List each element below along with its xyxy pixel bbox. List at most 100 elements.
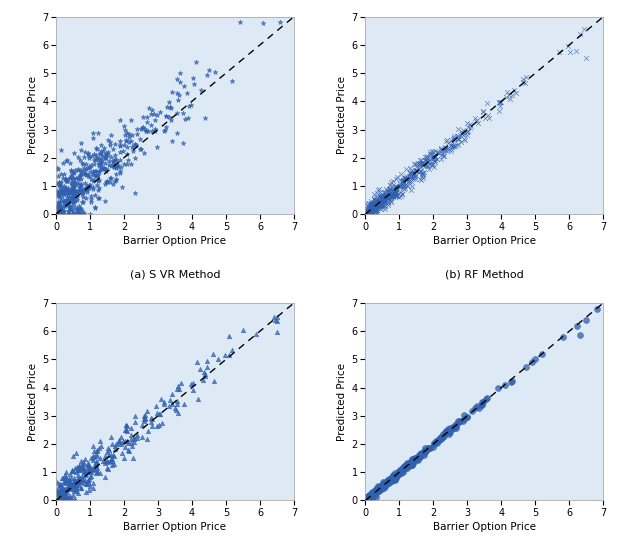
Point	[75, 187, 85, 196]
Point	[392, 191, 402, 200]
Point	[372, 201, 382, 210]
Point	[70, 187, 80, 196]
Point	[366, 490, 376, 499]
Point	[111, 439, 121, 448]
Point	[62, 197, 72, 206]
Point	[102, 177, 112, 186]
Point	[60, 184, 70, 193]
Point	[371, 200, 381, 208]
Point	[172, 88, 182, 97]
Point	[79, 468, 89, 476]
Point	[52, 202, 62, 211]
Point	[375, 197, 385, 206]
Point	[394, 466, 404, 475]
Point	[368, 198, 378, 207]
Point	[52, 210, 62, 219]
Point	[429, 157, 439, 166]
Point	[64, 484, 74, 493]
Point	[374, 196, 384, 205]
Point	[371, 196, 381, 205]
Point	[101, 164, 111, 173]
Point	[110, 154, 120, 163]
Point	[369, 490, 379, 499]
Point	[68, 193, 78, 202]
Point	[60, 490, 70, 499]
Point	[427, 153, 437, 162]
Point	[62, 176, 72, 185]
Point	[70, 183, 80, 192]
Point	[380, 188, 390, 197]
Point	[81, 470, 91, 479]
Point	[83, 460, 93, 469]
Point	[394, 468, 404, 477]
Point	[374, 486, 384, 495]
Point	[453, 131, 463, 140]
Point	[76, 456, 86, 465]
Point	[96, 161, 106, 170]
Point	[388, 186, 398, 195]
Point	[395, 176, 405, 185]
Point	[384, 185, 394, 193]
Point	[394, 469, 404, 478]
Point	[457, 130, 466, 138]
Point	[445, 427, 455, 436]
Point	[363, 494, 373, 503]
Point	[172, 400, 182, 409]
Point	[83, 149, 93, 158]
Point	[78, 189, 88, 198]
Point	[58, 491, 68, 500]
Point	[65, 483, 75, 492]
Point	[79, 184, 89, 193]
Point	[376, 201, 386, 210]
Point	[362, 210, 372, 219]
Point	[80, 455, 90, 464]
Point	[77, 474, 87, 483]
Point	[361, 496, 371, 505]
Point	[162, 103, 172, 112]
Point	[62, 186, 72, 195]
Point	[441, 136, 451, 145]
Point	[91, 172, 101, 181]
Point	[80, 163, 90, 172]
Point	[159, 400, 169, 409]
Point	[58, 186, 68, 195]
Point	[53, 198, 63, 207]
Point	[362, 207, 372, 216]
Point	[54, 178, 64, 187]
Point	[130, 153, 140, 162]
Point	[521, 362, 531, 371]
Point	[406, 458, 416, 466]
Point	[121, 137, 131, 146]
Point	[54, 208, 64, 217]
Point	[371, 193, 381, 202]
Point	[400, 183, 410, 192]
Point	[122, 421, 132, 430]
Point	[361, 206, 371, 215]
Point	[376, 482, 386, 491]
Point	[188, 379, 198, 388]
Point	[67, 210, 77, 219]
Point	[52, 487, 62, 496]
Point	[366, 492, 376, 501]
Point	[368, 202, 378, 211]
Point	[374, 485, 384, 494]
Point	[371, 209, 381, 218]
Point	[391, 181, 401, 190]
Point	[381, 479, 391, 488]
Point	[79, 466, 89, 475]
Point	[73, 174, 83, 183]
Point	[376, 483, 386, 492]
Point	[432, 148, 442, 157]
Point	[422, 152, 432, 161]
Point	[63, 200, 73, 208]
Point	[381, 185, 391, 193]
Point	[391, 473, 401, 482]
Point	[420, 446, 430, 455]
Point	[376, 204, 386, 213]
Point	[381, 478, 391, 487]
Point	[391, 470, 401, 479]
Point	[68, 208, 78, 217]
Point	[381, 479, 391, 488]
Point	[419, 160, 429, 168]
Point	[109, 156, 119, 165]
